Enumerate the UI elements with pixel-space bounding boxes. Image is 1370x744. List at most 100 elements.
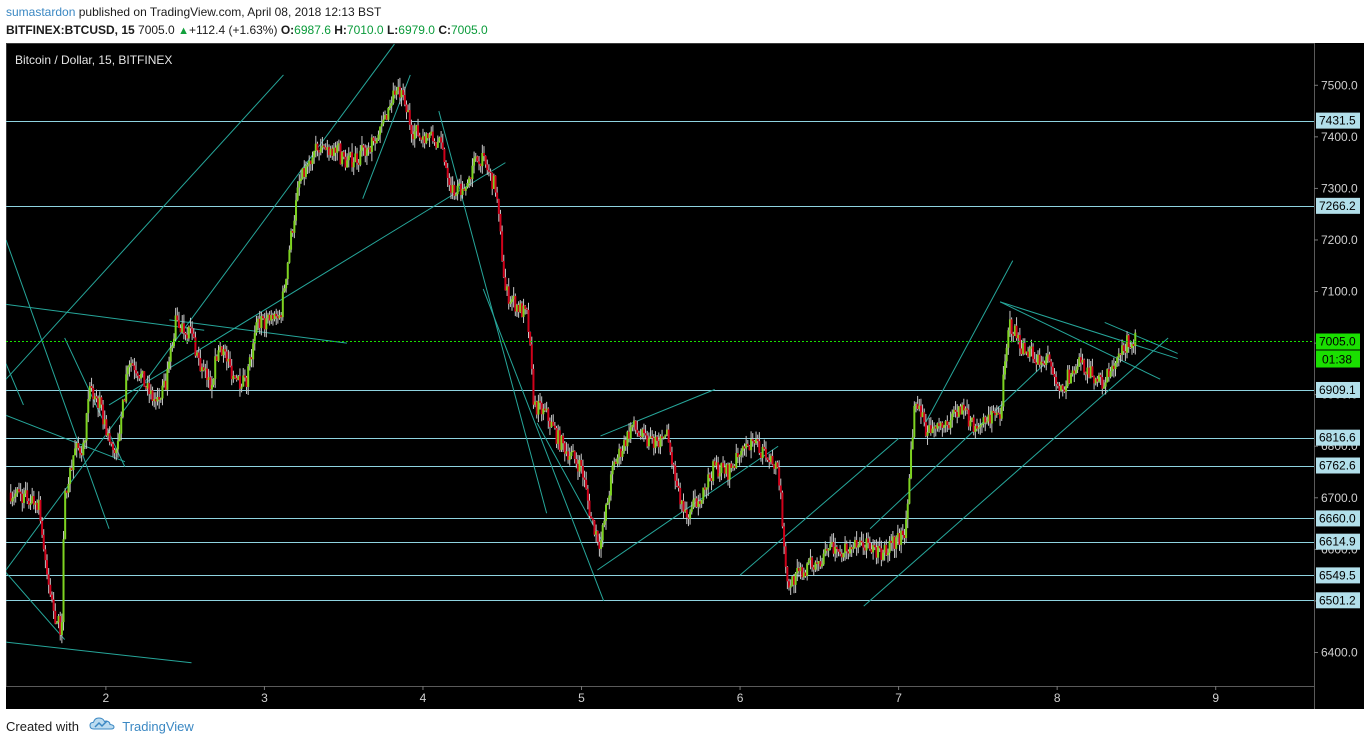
candle-body — [741, 446, 744, 451]
candle-body — [438, 137, 441, 142]
candle-body — [445, 162, 448, 168]
candle-body — [885, 544, 888, 556]
candle-body — [225, 351, 228, 362]
candle-body — [990, 410, 993, 424]
candle-body — [100, 397, 103, 405]
candle-body — [354, 153, 357, 163]
candle-body — [123, 399, 126, 402]
candle-body — [552, 421, 555, 426]
candle-body — [507, 286, 510, 304]
candle-body — [31, 496, 34, 503]
candle-body — [26, 490, 29, 501]
candle-body — [238, 376, 241, 389]
created-with-text: Created with — [6, 719, 79, 734]
candle-body — [69, 467, 72, 484]
candle-body — [728, 463, 731, 480]
candle-body — [603, 520, 606, 525]
candle-body — [611, 465, 614, 475]
publish-line: sumastardon published on TradingView.com… — [6, 3, 1366, 21]
candle-body — [461, 188, 464, 195]
candle-body — [186, 334, 189, 339]
candle-body — [936, 423, 939, 429]
candle-body — [1099, 374, 1102, 378]
trend-line — [108, 162, 506, 406]
candle-body — [845, 543, 848, 552]
candle-body — [425, 133, 428, 144]
candle-body — [95, 396, 98, 399]
candle-body — [1008, 319, 1011, 331]
candle-body — [207, 377, 210, 380]
candle-body — [980, 423, 983, 426]
candle-body — [802, 572, 805, 578]
candle-body — [606, 502, 609, 505]
candle-body — [54, 610, 57, 624]
author-link[interactable]: sumastardon — [6, 5, 76, 19]
candle-body — [1126, 335, 1129, 353]
candle-body — [253, 332, 256, 344]
candle-body — [220, 346, 223, 356]
tradingview-link[interactable]: TradingView — [122, 719, 194, 734]
candle-body — [189, 326, 192, 329]
candle-body — [641, 429, 644, 437]
candle-body — [743, 446, 746, 449]
candle-body — [952, 409, 955, 414]
candle-body — [235, 377, 238, 380]
trend-line — [6, 641, 192, 664]
candle-body — [347, 155, 350, 161]
candle-body — [548, 420, 551, 427]
candle-body — [755, 439, 758, 444]
candle-body — [219, 346, 222, 351]
trend-line — [739, 438, 899, 576]
candle-body — [1094, 378, 1097, 384]
candle-body — [989, 414, 992, 424]
level-price-tag — [1316, 567, 1360, 584]
candle-body — [130, 363, 133, 365]
candle-body — [685, 509, 688, 518]
candle-body — [240, 386, 243, 389]
candle-body — [1028, 348, 1031, 357]
candle-body — [446, 167, 449, 178]
candle-body — [304, 166, 307, 177]
candle-body — [494, 175, 497, 193]
candle-body — [1050, 361, 1053, 367]
candle-body — [194, 337, 197, 356]
candle-body — [1015, 325, 1018, 339]
candle-body — [459, 183, 462, 195]
candle-body — [543, 408, 546, 411]
candle-body — [187, 326, 190, 339]
candle-body — [926, 432, 929, 436]
candle-body — [37, 499, 40, 510]
candle-body — [431, 131, 434, 142]
candle-body — [351, 152, 354, 168]
candle-body — [966, 408, 969, 410]
price-change: +112.4 (+1.63%) — [188, 23, 278, 37]
candle-body — [962, 404, 965, 411]
candle-body — [64, 490, 67, 540]
candle-body — [700, 500, 703, 504]
candle-body — [79, 447, 82, 454]
candle-body — [1058, 385, 1061, 391]
candle-body — [456, 185, 459, 195]
candle-body — [403, 95, 406, 105]
candle-body — [141, 371, 144, 374]
candle-body — [283, 288, 286, 292]
candle-body — [669, 442, 672, 453]
candle-body — [840, 553, 843, 558]
candle-body — [398, 86, 401, 98]
candle-body — [201, 367, 204, 372]
candle-body — [1081, 359, 1084, 363]
candle-body — [1091, 366, 1094, 377]
candle-body — [766, 457, 769, 460]
candle-body — [957, 406, 960, 417]
candle-body — [443, 149, 446, 163]
candle-body — [972, 417, 975, 432]
candle-body — [613, 461, 616, 466]
candle-body — [62, 539, 65, 623]
candle-body — [1134, 332, 1137, 347]
price-chart[interactable]: 6400.06500.06600.06700.06800.06900.07000… — [6, 43, 1364, 709]
candle-body — [393, 90, 396, 95]
candle-body — [522, 305, 525, 317]
candle-body — [934, 426, 937, 429]
candle-body — [530, 344, 533, 369]
trend-line — [6, 303, 205, 331]
